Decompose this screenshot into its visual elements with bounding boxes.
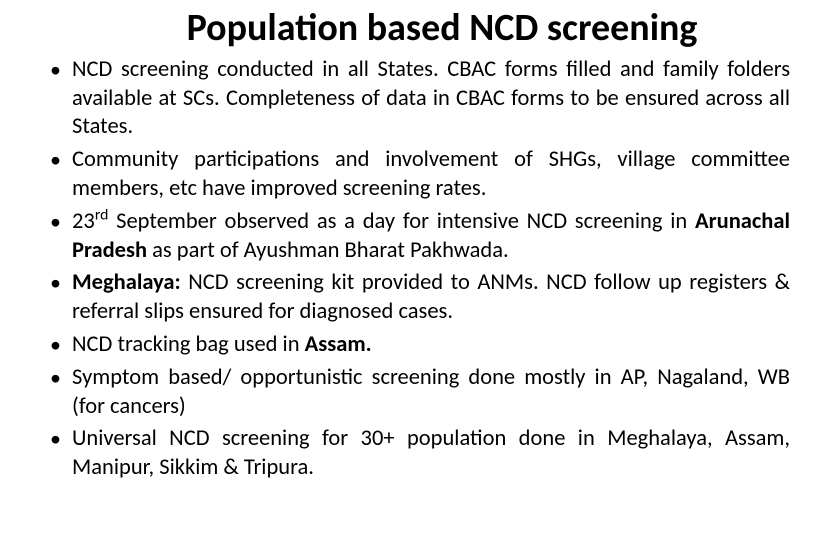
slide-title: Population based NCD screening xyxy=(44,8,790,50)
bullet-item: Meghalaya: NCD screening kit provided to… xyxy=(44,269,790,327)
slide: Population based NCD screening NCD scree… xyxy=(0,0,834,540)
bullet-item: 23rd September observed as a day for int… xyxy=(44,208,790,266)
bullet-item: Universal NCD screening for 30+ populati… xyxy=(44,425,790,483)
bold-text: Arunachal Pradesh xyxy=(72,208,790,264)
bold-text: Meghalaya: xyxy=(72,269,181,296)
bullet-item: Community participations and involvement… xyxy=(44,146,790,204)
bold-text: Assam. xyxy=(305,331,372,358)
bullet-item: Symptom based/ opportunistic screening d… xyxy=(44,364,790,422)
superscript-text: rd xyxy=(95,205,109,224)
bullet-item: NCD tracking bag used in Assam. xyxy=(44,331,790,360)
bullet-list: NCD screening conducted in all States. C… xyxy=(44,56,790,483)
bullet-item: NCD screening conducted in all States. C… xyxy=(44,56,790,142)
